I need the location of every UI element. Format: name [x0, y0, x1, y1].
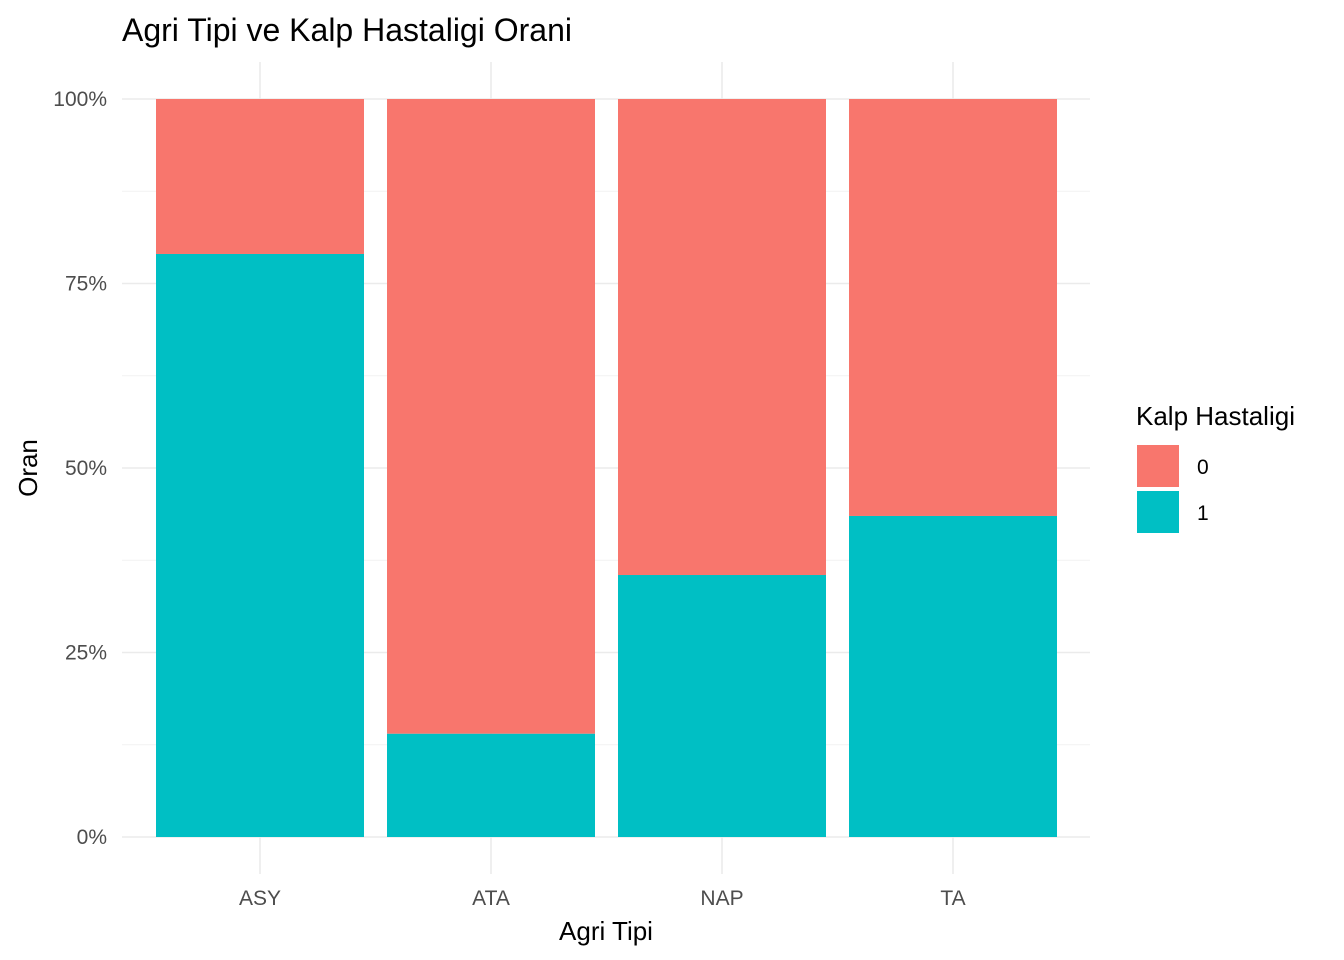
legend-key-1 — [1137, 491, 1179, 533]
x-axis-title: Agri Tipi — [559, 916, 653, 946]
bar-ta-series-0 — [849, 99, 1057, 516]
chart-title: Agri Tipi ve Kalp Hastaligi Orani — [122, 12, 572, 48]
x-tick-label: TA — [940, 887, 965, 910]
bar-asy-series-1 — [156, 253, 364, 838]
legend-label-1: 1 — [1197, 502, 1209, 525]
bar-nap-series-1 — [618, 575, 826, 837]
legend-label-0: 0 — [1197, 456, 1209, 479]
bar-asy-series-0 — [156, 99, 364, 254]
y-tick-label: 50% — [65, 457, 107, 480]
x-tick-label: NAP — [700, 887, 743, 910]
legend-key-0 — [1137, 445, 1179, 487]
y-axis-title: Oran — [13, 439, 43, 497]
y-tick-label: 25% — [65, 642, 107, 665]
bar-ta-series-1 — [849, 515, 1057, 837]
x-tick-label: ATA — [472, 887, 510, 910]
x-tick-label: ASY — [239, 887, 281, 910]
y-tick-label: 100% — [53, 88, 107, 111]
bar-nap-series-0 — [618, 99, 826, 576]
bars — [156, 99, 1057, 838]
bar-ata-series-0 — [387, 99, 595, 734]
legend: Kalp Hastaligi 01 — [1136, 401, 1295, 533]
legend-items: 01 — [1137, 445, 1209, 533]
y-tick-label: 75% — [65, 273, 107, 296]
x-axis-ticks: ASY ATA NAP TA — [239, 887, 966, 910]
bar-ata-series-1 — [387, 733, 595, 837]
y-axis-ticks: 0% 25% 50% 75% 100% — [53, 88, 107, 849]
legend-title: Kalp Hastaligi — [1136, 401, 1295, 431]
y-tick-label: 0% — [77, 826, 107, 849]
